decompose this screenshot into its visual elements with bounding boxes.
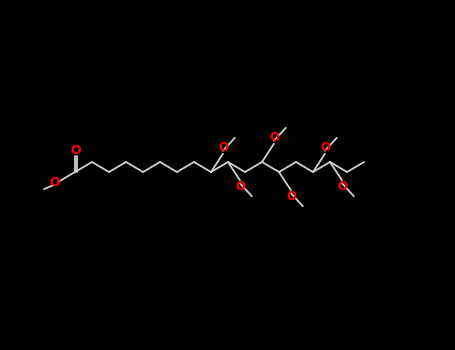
Text: O: O [286, 190, 296, 203]
Text: O: O [269, 131, 279, 144]
Text: O: O [235, 180, 245, 193]
Text: O: O [218, 141, 228, 154]
Text: O: O [71, 144, 81, 156]
Text: O: O [320, 141, 330, 154]
Text: O: O [50, 176, 61, 189]
Text: O: O [337, 180, 347, 193]
